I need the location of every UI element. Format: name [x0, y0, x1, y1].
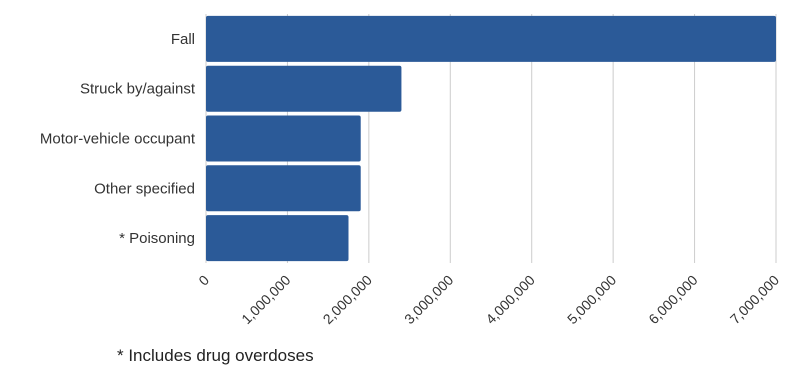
bar [206, 65, 402, 112]
category-labels: Fall Struck by/against Motor-vehicle occup… [40, 31, 196, 247]
x-tick-label: 2,000,000 [320, 272, 376, 328]
bar [206, 215, 349, 262]
category-label: Fall [171, 31, 195, 48]
x-tick-label: 5,000,000 [564, 272, 620, 328]
category-label: Motor-vehicle occupant [40, 131, 196, 148]
category-label: Other specified [94, 180, 195, 197]
x-tick-label: 1,000,000 [238, 272, 294, 328]
bar-chart: Fall Struck by/against Motor-vehicle occup… [40, 14, 782, 328]
category-label: * Poisoning [119, 230, 195, 247]
x-tick-label: 6,000,000 [645, 272, 701, 328]
bar [206, 115, 361, 162]
x-tick-labels: 0 1,000,000 2,000,000 3,000,000 4,000,000 5,0… [195, 272, 782, 328]
x-tick-label: 7,000,000 [727, 272, 783, 328]
bars [206, 15, 776, 262]
category-label: Struck by/against [80, 81, 196, 98]
bar [206, 165, 361, 212]
x-tick-label: 0 [195, 272, 212, 289]
bar [206, 15, 776, 62]
x-tick-label: 4,000,000 [482, 272, 538, 328]
x-tick-label: 3,000,000 [401, 272, 457, 328]
footnote: * Includes drug overdoses [117, 346, 314, 365]
